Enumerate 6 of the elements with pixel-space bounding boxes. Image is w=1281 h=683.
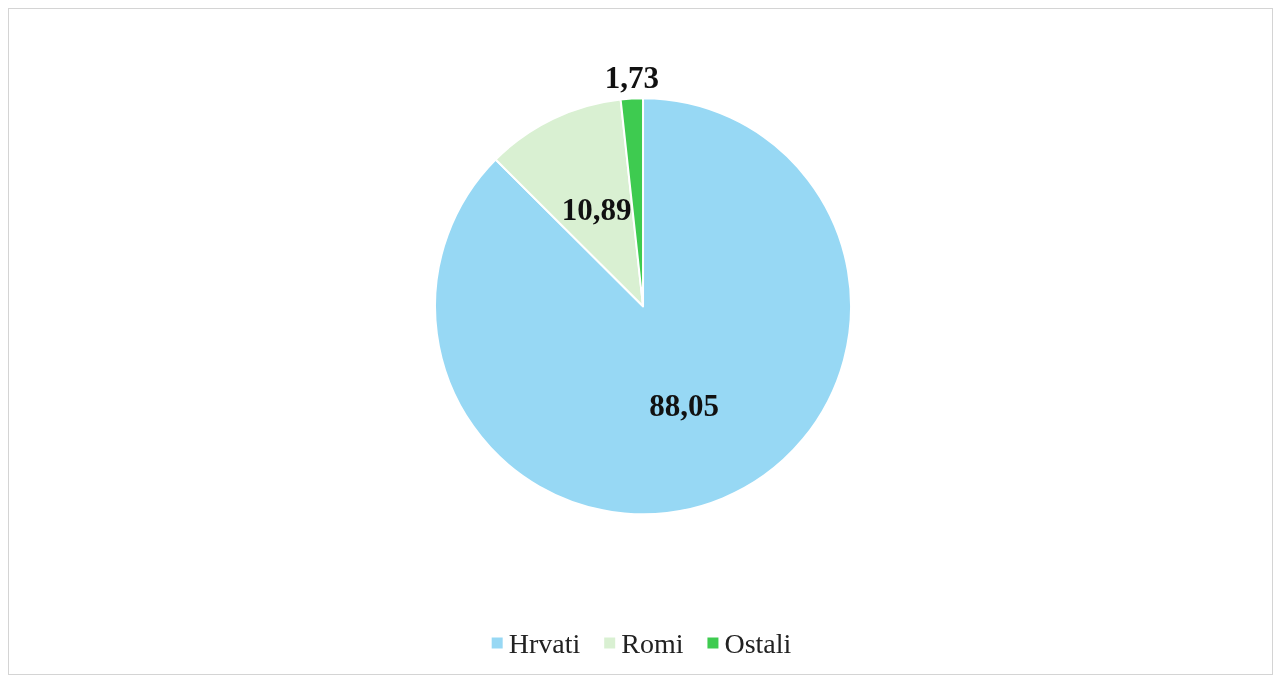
data-label: 10,89: [561, 192, 632, 228]
legend-label: Ostali: [724, 627, 792, 659]
data-label: 88,05: [649, 387, 719, 423]
legend-label: Romi: [621, 627, 684, 659]
data-label: 1,73: [604, 60, 659, 96]
legend-label: Hrvati: [508, 627, 581, 659]
